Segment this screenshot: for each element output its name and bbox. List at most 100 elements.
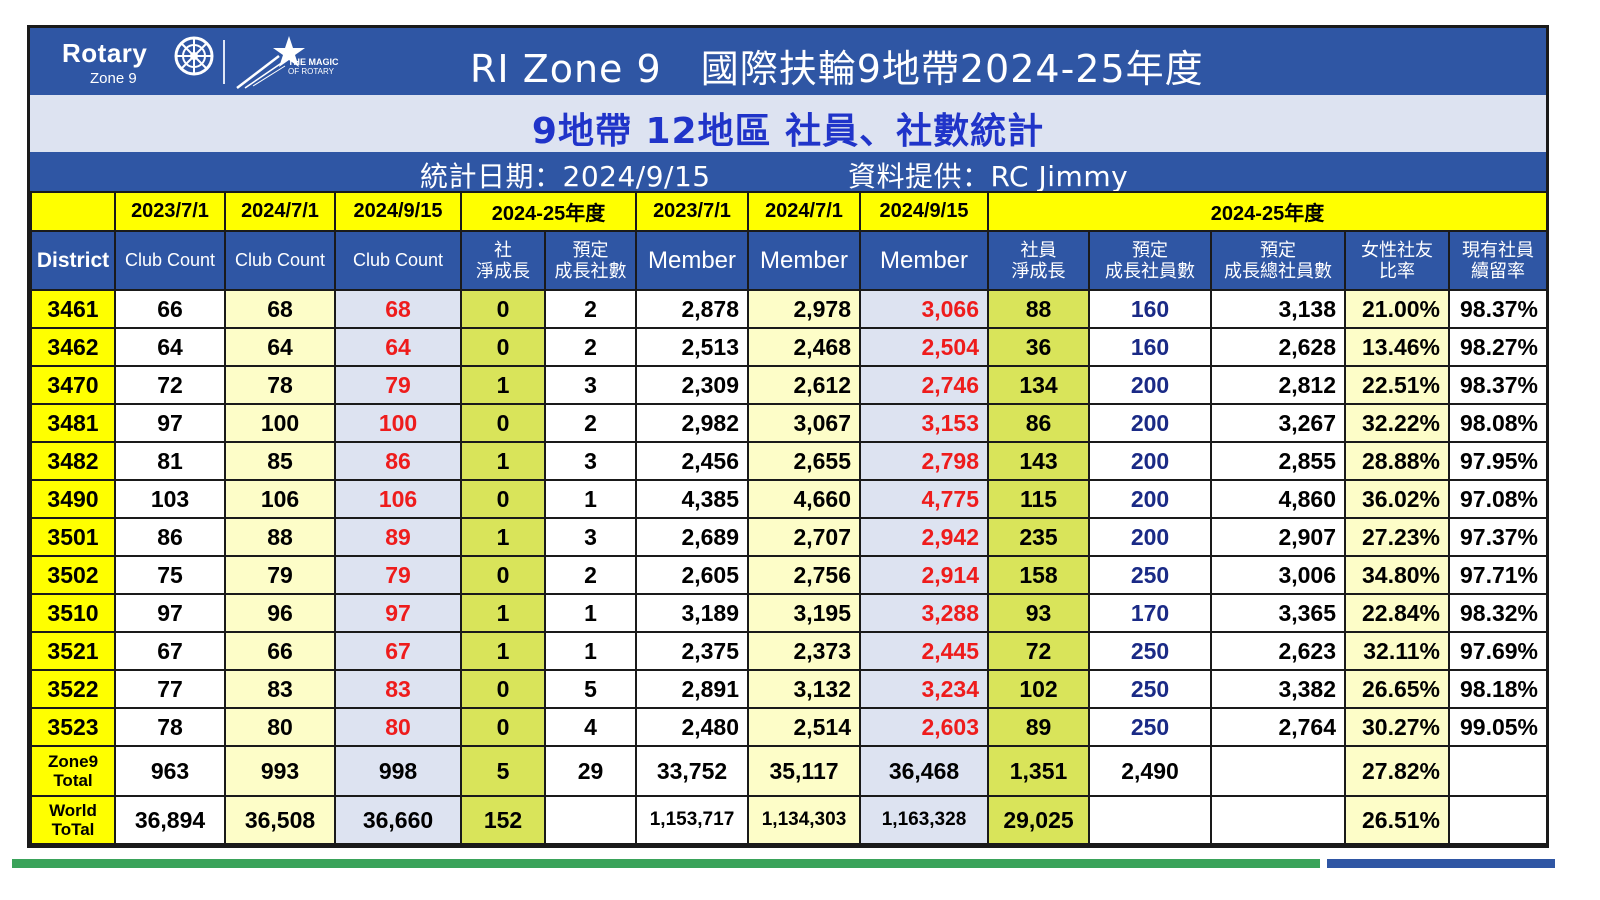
data-source: 資料提供：RC Jimmy: [848, 160, 1129, 193]
cell-c2024s: 89: [334, 517, 462, 557]
date-cell-members-2024-sep: 2024/9/15: [859, 191, 989, 232]
world-total-row-cell-ctarget: [544, 795, 637, 845]
cell-mtarget: 250: [1088, 631, 1212, 671]
column-header-row: District Club Count Club Count Club Coun…: [30, 230, 1549, 291]
cell-retention: 97.95%: [1447, 441, 1549, 481]
magic-of-rotary-text: THE MAGIC OF ROTARY: [288, 57, 339, 77]
zone-total-row-cell-female: 27.82%: [1344, 745, 1450, 797]
cell-c2023: 97: [114, 403, 226, 443]
col-header-female-ratio-line2: 比率: [1379, 260, 1415, 281]
world-total-row-cell-m2023: 1,153,717: [635, 795, 749, 845]
cell-district: 3470: [30, 365, 116, 405]
cell-c2024: 64: [224, 327, 336, 367]
cell-m2024: 2,978: [747, 289, 861, 329]
cell-m2024: 2,707: [747, 517, 861, 557]
cell-ctarget: 1: [544, 593, 637, 633]
cell-m2023: 2,891: [635, 669, 749, 709]
date-cell-clubs-2024-sep: 2024/9/15: [334, 191, 462, 232]
cell-c2024: 78: [224, 365, 336, 405]
cell-retention: 98.37%: [1447, 289, 1549, 329]
cell-retention: 99.05%: [1447, 707, 1549, 747]
cell-m2024s: 2,914: [859, 555, 989, 595]
magic-of-rotary-logo-icon: [236, 36, 305, 89]
logo-divider: [223, 40, 225, 84]
cell-m2024: 2,373: [747, 631, 861, 671]
cell-c2023: 75: [114, 555, 226, 595]
cell-mtotal: 2,907: [1210, 517, 1346, 557]
world-total-row-label: World ToTal: [30, 795, 116, 845]
cell-mtarget: 250: [1088, 555, 1212, 595]
cell-mtarget: 200: [1088, 479, 1212, 519]
cell-female: 27.23%: [1344, 517, 1450, 557]
zone-total-row-cell-mtotal: [1210, 745, 1346, 797]
cell-c2024s: 64: [334, 327, 462, 367]
magic-text-line1: THE MAGIC: [288, 57, 339, 67]
cell-district: 3481: [30, 403, 116, 443]
cell-cnet: 1: [460, 365, 546, 405]
world-total-row-cell-mtotal: [1210, 795, 1346, 845]
cell-cnet: 0: [460, 403, 546, 443]
world-total-row-cell-m2024: 1,134,303: [747, 795, 861, 845]
cell-c2024: 66: [224, 631, 336, 671]
cell-m2024s: 3,288: [859, 593, 989, 633]
cell-c2023: 77: [114, 669, 226, 709]
cell-female: 32.22%: [1344, 403, 1450, 443]
cell-m2024s: 4,775: [859, 479, 989, 519]
col-header-member-net-growth: 社員 淨成長: [987, 230, 1090, 291]
cell-c2023: 66: [114, 289, 226, 329]
zone-total-row-cell-c2024: 993: [224, 745, 336, 797]
cell-m2023: 2,513: [635, 327, 749, 367]
cell-c2024s: 79: [334, 365, 462, 405]
cell-c2023: 81: [114, 441, 226, 481]
col-header-club-net-growth-line1: 社: [494, 239, 512, 260]
cell-c2024: 85: [224, 441, 336, 481]
col-header-member-total-target-line2: 成長總社員數: [1224, 260, 1332, 281]
cell-female: 26.65%: [1344, 669, 1450, 709]
world-total-row: World ToTal 36,894 36,508 36,660 152 1,153,717…: [30, 795, 1549, 845]
cell-mtotal: 2,855: [1210, 441, 1346, 481]
date-cell-member-year: 2024-25年度: [986, 191, 1549, 232]
cell-ctarget: 2: [544, 555, 637, 595]
col-header-member-net-growth-line1: 社員: [1020, 239, 1057, 260]
cell-ctarget: 2: [544, 327, 637, 367]
page-subtitle: 9地帶 12地區 社員、社數統計: [531, 111, 1045, 152]
cell-m2024: 2,468: [747, 327, 861, 367]
cell-m2023: 2,878: [635, 289, 749, 329]
cell-mnet: 158: [987, 555, 1090, 595]
world-total-row-cell-cnet: 152: [460, 795, 546, 845]
zone-total-row-cell-m2024: 35,117: [747, 745, 861, 797]
cell-m2024s: 2,504: [859, 327, 989, 367]
cell-mtarget: 200: [1088, 365, 1212, 405]
col-header-female-ratio-line1: 女性社友: [1361, 239, 1433, 260]
subtitle-bar: 9地帶 12地區 社員、社數統計: [30, 95, 1546, 152]
cell-cnet: 0: [460, 707, 546, 747]
rotary-wheel-icon: [174, 36, 214, 76]
cell-ctarget: 5: [544, 669, 637, 709]
cell-c2024s: 83: [334, 669, 462, 709]
zone-total-row-label: Zone9 Total: [30, 745, 116, 797]
cell-district: 3501: [30, 517, 116, 557]
cell-retention: 98.27%: [1447, 327, 1549, 367]
col-header-retention: 現有社員 續留率: [1447, 230, 1549, 291]
col-header-member-2024-sep: Member: [859, 230, 989, 291]
cell-ctarget: 3: [544, 517, 637, 557]
world-total-row-label-2: ToTal: [51, 820, 95, 839]
cell-district: 3482: [30, 441, 116, 481]
cell-c2024: 106: [224, 479, 336, 519]
zone-total-row-label-1: Zone9: [47, 752, 99, 771]
cell-c2024: 100: [224, 403, 336, 443]
table-row: 3482 81 85 86 1 3 2,456 2,655 2,798 143 200 2,855 28…: [30, 441, 1549, 481]
cell-m2023: 2,456: [635, 441, 749, 481]
footer-green-line: [12, 859, 1320, 868]
world-total-row-cell-mtarget: [1088, 795, 1212, 845]
page-title: RI Zone 9 國際扶輪9地帶2024-25年度: [470, 47, 1204, 91]
cell-mnet: 36: [987, 327, 1090, 367]
table-row: 3502 75 79 79 0 2 2,605 2,756 2,914 158 250 3,006 34…: [30, 555, 1549, 595]
cell-mnet: 143: [987, 441, 1090, 481]
cell-retention: 97.69%: [1447, 631, 1549, 671]
cell-c2023: 86: [114, 517, 226, 557]
cell-m2024: 3,067: [747, 403, 861, 443]
cell-c2024s: 100: [334, 403, 462, 443]
cell-district: 3502: [30, 555, 116, 595]
cell-c2024s: 97: [334, 593, 462, 633]
